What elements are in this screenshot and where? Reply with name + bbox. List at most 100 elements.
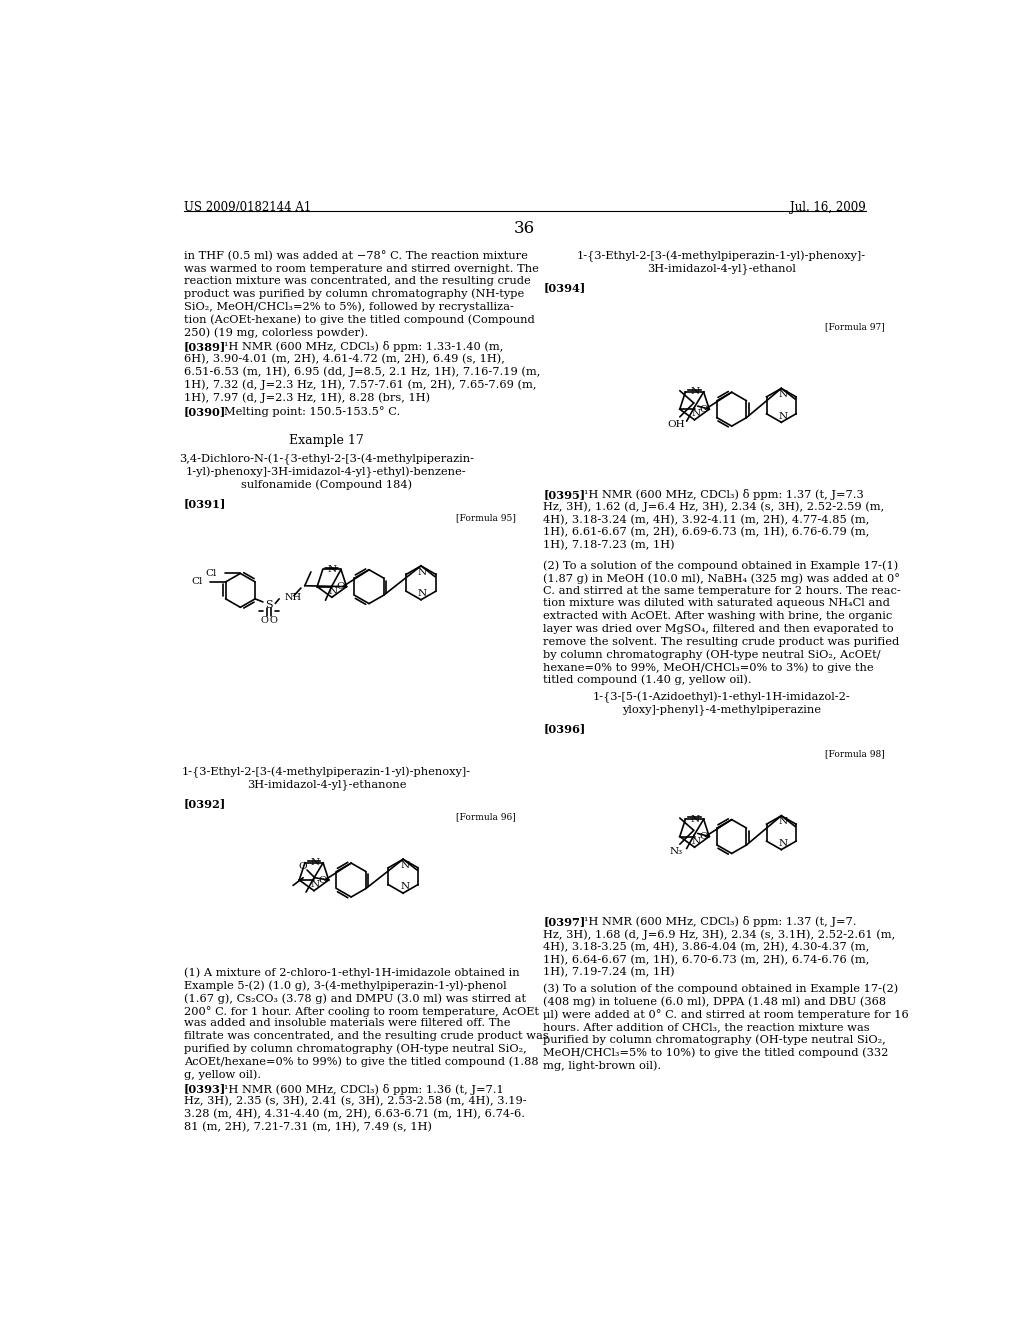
Text: O: O bbox=[299, 862, 307, 871]
Text: purified by column chromatography (OH-type neutral SiO₂,: purified by column chromatography (OH-ty… bbox=[544, 1035, 886, 1045]
Text: 250) (19 mg, colorless powder).: 250) (19 mg, colorless powder). bbox=[183, 327, 368, 338]
Text: tion (AcOEt-hexane) to give the titled compound (Compound: tion (AcOEt-hexane) to give the titled c… bbox=[183, 314, 535, 325]
Text: (408 mg) in toluene (6.0 ml), DPPA (1.48 ml) and DBU (368: (408 mg) in toluene (6.0 ml), DPPA (1.48… bbox=[544, 997, 887, 1007]
Text: [0392]: [0392] bbox=[183, 799, 226, 809]
Text: in THF (0.5 ml) was added at −78° C. The reaction mixture: in THF (0.5 ml) was added at −78° C. The… bbox=[183, 251, 527, 261]
Text: O: O bbox=[318, 875, 328, 884]
Text: Example 5-(2) (1.0 g), 3-(4-methylpiperazin-1-yl)-phenol: Example 5-(2) (1.0 g), 3-(4-methylpipera… bbox=[183, 981, 507, 991]
Text: C. and stirred at the same temperature for 2 hours. The reac-: C. and stirred at the same temperature f… bbox=[544, 586, 901, 595]
Text: ¹H NMR (600 MHz, CDCl₃) δ ppm: 1.37 (t, J=7.3: ¹H NMR (600 MHz, CDCl₃) δ ppm: 1.37 (t, … bbox=[584, 490, 863, 500]
Text: N: N bbox=[778, 389, 787, 399]
Text: Cl: Cl bbox=[206, 569, 217, 578]
Text: hours. After addition of CHCl₃, the reaction mixture was: hours. After addition of CHCl₃, the reac… bbox=[544, 1022, 870, 1032]
Text: O: O bbox=[337, 582, 345, 591]
Text: was added and insoluble materials were filtered off. The: was added and insoluble materials were f… bbox=[183, 1019, 510, 1028]
Text: (2) To a solution of the compound obtained in Example 17-(1): (2) To a solution of the compound obtain… bbox=[544, 561, 899, 572]
Text: [0395]: [0395] bbox=[544, 490, 586, 500]
Text: 1H), 7.18-7.23 (m, 1H): 1H), 7.18-7.23 (m, 1H) bbox=[544, 540, 675, 550]
Text: 1H), 7.32 (d, J=2.3 Hz, 1H), 7.57-7.61 (m, 2H), 7.65-7.69 (m,: 1H), 7.32 (d, J=2.3 Hz, 1H), 7.57-7.61 (… bbox=[183, 379, 537, 389]
Text: US 2009/0182144 A1: US 2009/0182144 A1 bbox=[183, 201, 311, 214]
Text: ¹H NMR (600 MHz, CDCl₃) δ ppm: 1.37 (t, J=7.: ¹H NMR (600 MHz, CDCl₃) δ ppm: 1.37 (t, … bbox=[584, 916, 856, 928]
Text: [Formula 98]: [Formula 98] bbox=[824, 750, 885, 759]
Text: reaction mixture was concentrated, and the resulting crude: reaction mixture was concentrated, and t… bbox=[183, 276, 530, 286]
Text: (3) To a solution of the compound obtained in Example 17-(2): (3) To a solution of the compound obtain… bbox=[544, 983, 899, 994]
Text: Example 17: Example 17 bbox=[289, 434, 364, 447]
Text: 3H-imidazol-4-yl}-ethanol: 3H-imidazol-4-yl}-ethanol bbox=[647, 264, 796, 275]
Text: 200° C. for 1 hour. After cooling to room temperature, AcOEt: 200° C. for 1 hour. After cooling to roo… bbox=[183, 1006, 539, 1016]
Text: [0391]: [0391] bbox=[183, 498, 226, 510]
Text: N: N bbox=[328, 565, 337, 574]
Text: Melting point: 150.5-153.5° C.: Melting point: 150.5-153.5° C. bbox=[224, 407, 400, 417]
Text: N: N bbox=[690, 388, 699, 396]
Text: 36: 36 bbox=[514, 220, 536, 238]
Text: 3,4-Dichloro-N-(1-{3-ethyl-2-[3-(4-methylpiperazin-: 3,4-Dichloro-N-(1-{3-ethyl-2-[3-(4-methy… bbox=[179, 454, 474, 465]
Text: NH: NH bbox=[285, 593, 302, 602]
Text: ¹H NMR (600 MHz, CDCl₃) δ ppm: 1.36 (t, J=7.1: ¹H NMR (600 MHz, CDCl₃) δ ppm: 1.36 (t, … bbox=[224, 1084, 504, 1094]
Text: [0396]: [0396] bbox=[544, 723, 586, 734]
Text: MeOH/CHCl₃=5% to 10%) to give the titled compound (332: MeOH/CHCl₃=5% to 10%) to give the titled… bbox=[544, 1047, 889, 1057]
Text: N: N bbox=[691, 837, 700, 846]
Text: N: N bbox=[400, 883, 410, 891]
Text: [0389]: [0389] bbox=[183, 342, 226, 352]
Text: (1) A mixture of 2-chloro-1-ethyl-1H-imidazole obtained in: (1) A mixture of 2-chloro-1-ethyl-1H-imi… bbox=[183, 968, 519, 978]
Text: N: N bbox=[778, 412, 787, 421]
Text: mg, light-brown oil).: mg, light-brown oil). bbox=[544, 1060, 662, 1071]
Text: (1.87 g) in MeOH (10.0 ml), NaBH₄ (325 mg) was added at 0°: (1.87 g) in MeOH (10.0 ml), NaBH₄ (325 m… bbox=[544, 573, 900, 583]
Text: [0390]: [0390] bbox=[183, 407, 226, 417]
Text: 81 (m, 2H), 7.21-7.31 (m, 1H), 7.49 (s, 1H): 81 (m, 2H), 7.21-7.31 (m, 1H), 7.49 (s, … bbox=[183, 1122, 432, 1133]
Text: N: N bbox=[778, 817, 787, 826]
Text: AcOEt/hexane=0% to 99%) to give the titled compound (1.88: AcOEt/hexane=0% to 99%) to give the titl… bbox=[183, 1056, 539, 1067]
Text: 4H), 3.18-3.24 (m, 4H), 3.92-4.11 (m, 2H), 4.77-4.85 (m,: 4H), 3.18-3.24 (m, 4H), 3.92-4.11 (m, 2H… bbox=[544, 515, 869, 525]
Text: purified by column chromatography (OH-type neutral SiO₂,: purified by column chromatography (OH-ty… bbox=[183, 1044, 526, 1055]
Text: [0393]: [0393] bbox=[183, 1084, 226, 1094]
Text: extracted with AcOEt. After washing with brine, the organic: extracted with AcOEt. After washing with… bbox=[544, 611, 893, 622]
Text: 1H), 6.61-6.67 (m, 2H), 6.69-6.73 (m, 1H), 6.76-6.79 (m,: 1H), 6.61-6.67 (m, 2H), 6.69-6.73 (m, 1H… bbox=[544, 527, 869, 537]
Text: 1H), 6.64-6.67 (m, 1H), 6.70-6.73 (m, 2H), 6.74-6.76 (m,: 1H), 6.64-6.67 (m, 1H), 6.70-6.73 (m, 2H… bbox=[544, 954, 869, 965]
Text: hexane=0% to 99%, MeOH/CHCl₃=0% to 3%) to give the: hexane=0% to 99%, MeOH/CHCl₃=0% to 3%) t… bbox=[544, 663, 874, 673]
Text: [Formula 95]: [Formula 95] bbox=[456, 513, 515, 523]
Text: 1-{3-Ethyl-2-[3-(4-methylpiperazin-1-yl)-phenoxy]-: 1-{3-Ethyl-2-[3-(4-methylpiperazin-1-yl)… bbox=[182, 767, 471, 777]
Text: N: N bbox=[778, 840, 787, 847]
Text: N: N bbox=[329, 586, 338, 595]
Text: N: N bbox=[418, 589, 427, 598]
Text: Cl: Cl bbox=[191, 577, 203, 586]
Text: N: N bbox=[400, 861, 410, 870]
Text: N: N bbox=[690, 814, 699, 824]
Text: sulfonamide (Compound 184): sulfonamide (Compound 184) bbox=[241, 479, 412, 490]
Text: SiO₂, MeOH/CHCl₃=2% to 5%), followed by recrystalliza-: SiO₂, MeOH/CHCl₃=2% to 5%), followed by … bbox=[183, 302, 514, 313]
Text: g, yellow oil).: g, yellow oil). bbox=[183, 1069, 261, 1080]
Text: O: O bbox=[269, 616, 278, 624]
Text: 1-{3-Ethyl-2-[3-(4-methylpiperazin-1-yl)-phenoxy]-: 1-{3-Ethyl-2-[3-(4-methylpiperazin-1-yl)… bbox=[578, 251, 866, 263]
Text: by column chromatography (OH-type neutral SiO₂, AcOEt/: by column chromatography (OH-type neutra… bbox=[544, 649, 881, 660]
Text: tion mixture was diluted with saturated aqueous NH₄Cl and: tion mixture was diluted with saturated … bbox=[544, 598, 890, 609]
Text: 1-yl)-phenoxy]-3H-imidazol-4-yl}-ethyl)-benzene-: 1-yl)-phenoxy]-3H-imidazol-4-yl}-ethyl)-… bbox=[186, 466, 467, 478]
Text: layer was dried over MgSO₄, filtered and then evaporated to: layer was dried over MgSO₄, filtered and… bbox=[544, 624, 894, 634]
Text: N: N bbox=[310, 858, 319, 867]
Text: 6H), 3.90-4.01 (m, 2H), 4.61-4.72 (m, 2H), 6.49 (s, 1H),: 6H), 3.90-4.01 (m, 2H), 4.61-4.72 (m, 2H… bbox=[183, 354, 505, 364]
Text: 6.51-6.53 (m, 1H), 6.95 (dd, J=8.5, 2.1 Hz, 1H), 7.16-7.19 (m,: 6.51-6.53 (m, 1H), 6.95 (dd, J=8.5, 2.1 … bbox=[183, 367, 541, 378]
Text: [Formula 97]: [Formula 97] bbox=[824, 322, 885, 331]
Text: N: N bbox=[691, 409, 700, 418]
Text: (1.67 g), Cs₂CO₃ (3.78 g) and DMPU (3.0 ml) was stirred at: (1.67 g), Cs₂CO₃ (3.78 g) and DMPU (3.0 … bbox=[183, 993, 526, 1003]
Text: [0397]: [0397] bbox=[544, 916, 586, 928]
Text: was warmed to room temperature and stirred overnight. The: was warmed to room temperature and stirr… bbox=[183, 264, 539, 273]
Text: titled compound (1.40 g, yellow oil).: titled compound (1.40 g, yellow oil). bbox=[544, 675, 752, 685]
Text: filtrate was concentrated, and the resulting crude product was: filtrate was concentrated, and the resul… bbox=[183, 1031, 549, 1041]
Text: 1H), 7.19-7.24 (m, 1H): 1H), 7.19-7.24 (m, 1H) bbox=[544, 968, 675, 978]
Text: 3H-imidazol-4-yl}-ethanone: 3H-imidazol-4-yl}-ethanone bbox=[247, 779, 407, 791]
Text: μl) were added at 0° C. and stirred at room temperature for 16: μl) were added at 0° C. and stirred at r… bbox=[544, 1010, 909, 1020]
Text: 3.28 (m, 4H), 4.31-4.40 (m, 2H), 6.63-6.71 (m, 1H), 6.74-6.: 3.28 (m, 4H), 4.31-4.40 (m, 2H), 6.63-6.… bbox=[183, 1109, 524, 1119]
Text: [Formula 96]: [Formula 96] bbox=[456, 812, 515, 821]
Text: O: O bbox=[699, 832, 708, 841]
Text: OH: OH bbox=[667, 420, 685, 429]
Text: ¹H NMR (600 MHz, CDCl₃) δ ppm: 1.33-1.40 (m,: ¹H NMR (600 MHz, CDCl₃) δ ppm: 1.33-1.40… bbox=[224, 342, 504, 352]
Text: [0394]: [0394] bbox=[544, 282, 586, 293]
Text: Hz, 3H), 1.68 (d, J=6.9 Hz, 3H), 2.34 (s, 3.1H), 2.52-2.61 (m,: Hz, 3H), 1.68 (d, J=6.9 Hz, 3H), 2.34 (s… bbox=[544, 929, 896, 940]
Text: Hz, 3H), 2.35 (s, 3H), 2.41 (s, 3H), 2.53-2.58 (m, 4H), 3.19-: Hz, 3H), 2.35 (s, 3H), 2.41 (s, 3H), 2.5… bbox=[183, 1096, 526, 1106]
Text: product was purified by column chromatography (NH-type: product was purified by column chromatog… bbox=[183, 289, 524, 300]
Text: remove the solvent. The resulting crude product was purified: remove the solvent. The resulting crude … bbox=[544, 636, 900, 647]
Text: S: S bbox=[265, 601, 273, 610]
Text: Jul. 16, 2009: Jul. 16, 2009 bbox=[791, 201, 866, 214]
Text: N: N bbox=[311, 880, 321, 888]
Text: 1-{3-[5-(1-Azidoethyl)-1-ethyl-1H-imidazol-2-: 1-{3-[5-(1-Azidoethyl)-1-ethyl-1H-imidaz… bbox=[593, 692, 851, 702]
